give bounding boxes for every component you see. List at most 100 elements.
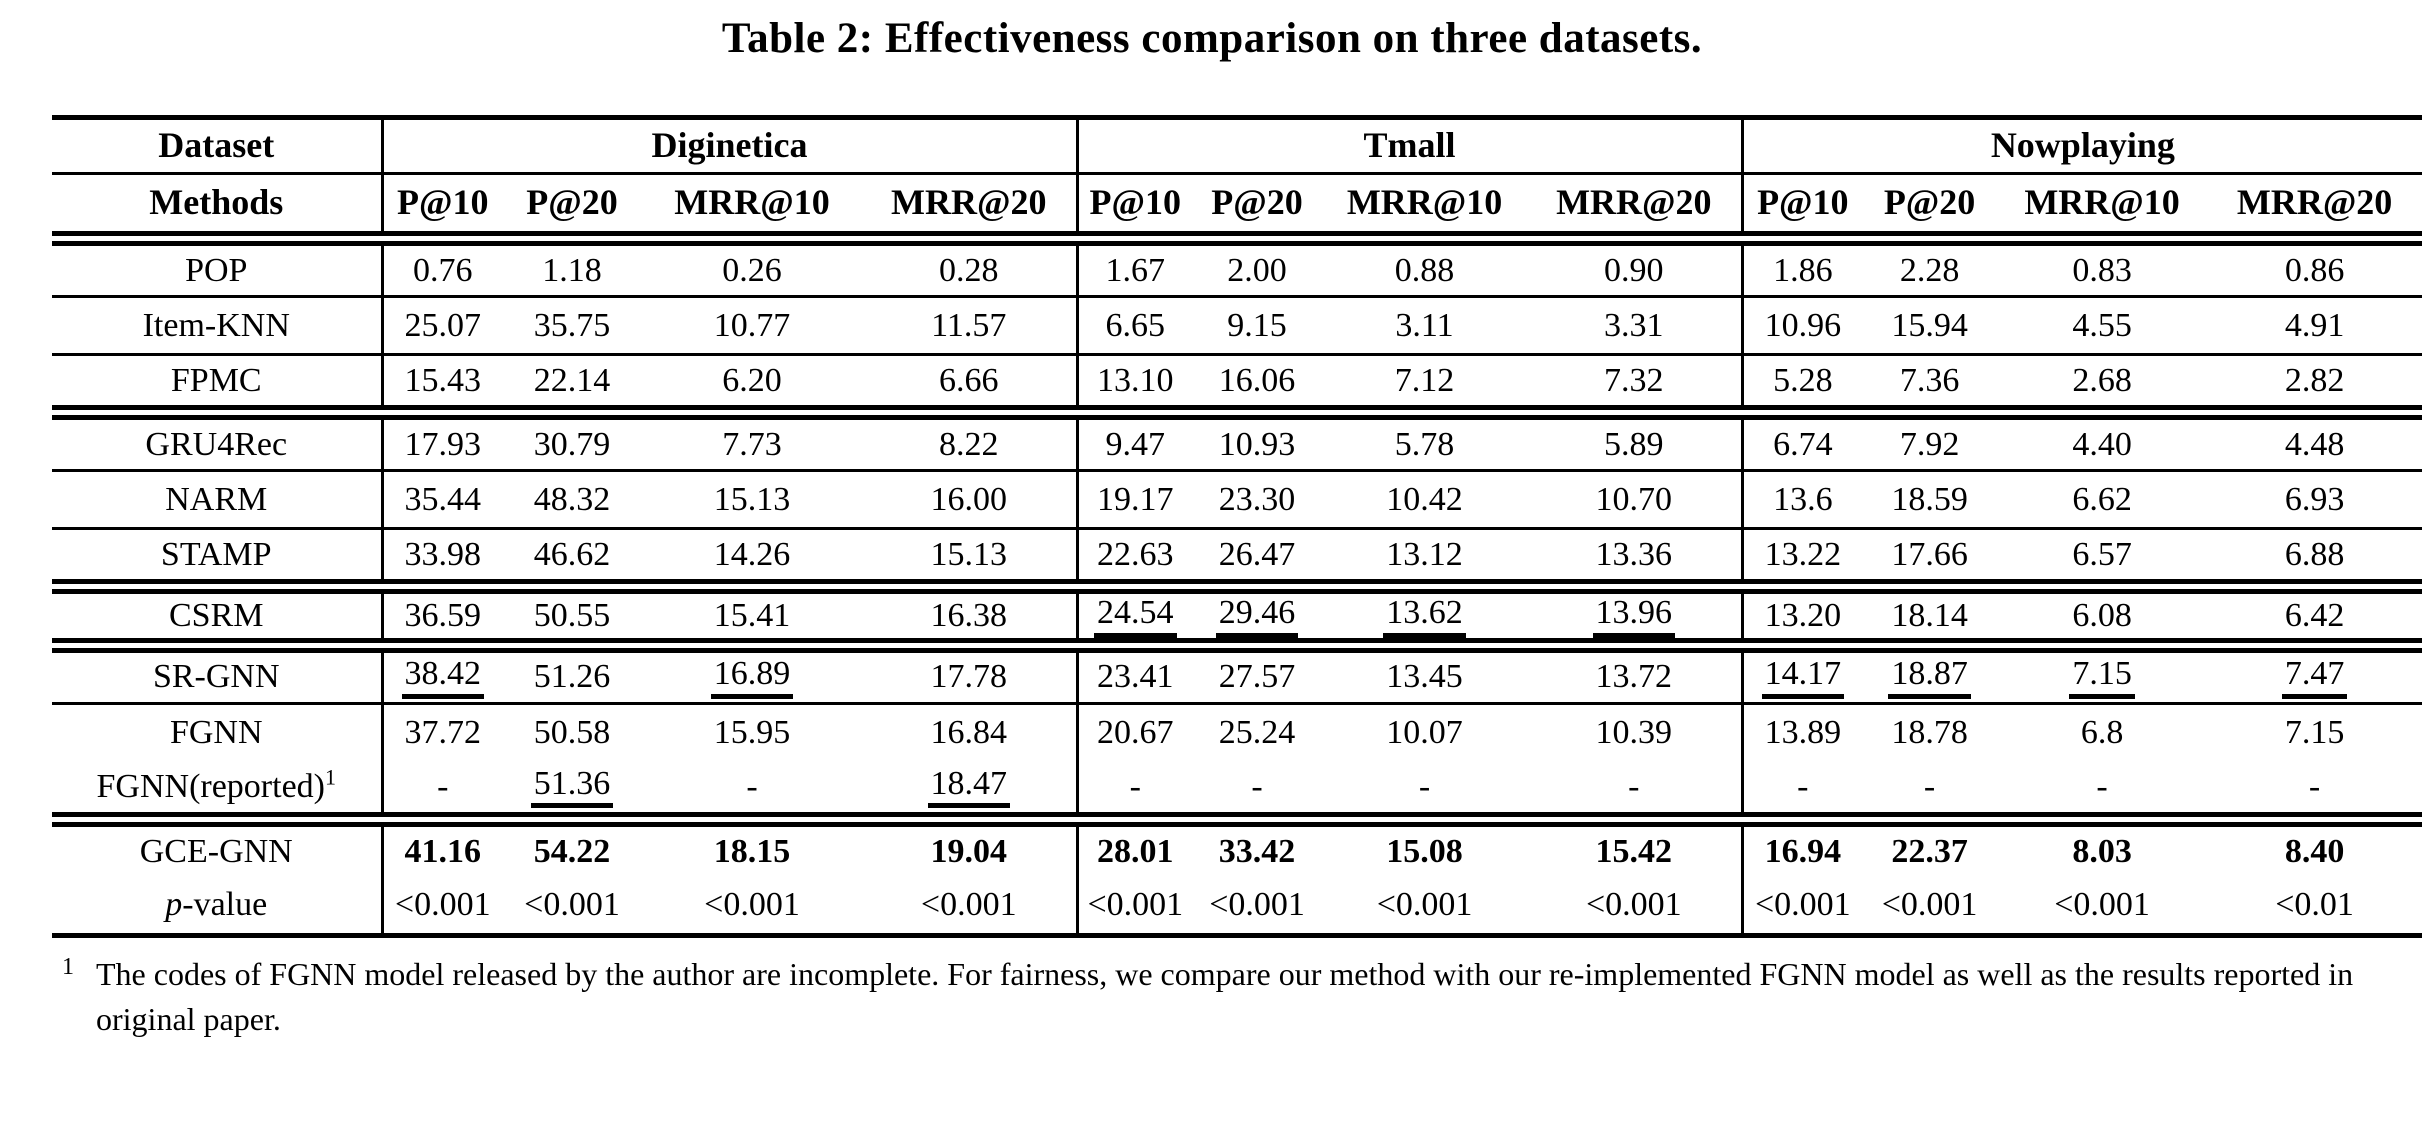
value-cell: 4.91 <box>2207 296 2423 356</box>
value-cell: 7.15 <box>1997 645 2208 705</box>
value-cell: 18.59 <box>1862 470 1998 530</box>
value-cell: 8.22 <box>862 412 1079 472</box>
value-cell: 37.72 <box>404 714 482 752</box>
value-cell: 17.93 <box>382 412 502 472</box>
value-cell: 33.42 <box>1218 833 1296 871</box>
value-cell: 5.89 <box>1527 412 1744 472</box>
method-label: FPMC <box>52 354 384 420</box>
metric-header: P@20 <box>502 173 642 246</box>
value-cell: 7.15 <box>2284 714 2345 752</box>
value-cell: 6.57 <box>1997 528 2208 594</box>
value-cell: 6.88 <box>2207 528 2423 594</box>
value-cell: - <box>1742 761 1863 827</box>
value-cell: 6.20 <box>642 354 862 420</box>
value-cell: 10.07 <box>1386 714 1463 752</box>
table-row: GCE-GNN 41.16 54.22 18.15 19.04 28.01 33.42 15.… <box>52 819 2422 878</box>
value-cell: 14.17 <box>1742 645 1863 705</box>
value-cell: 19.17 <box>1077 470 1193 530</box>
table-row: FGNN 37.72 50.58 15.95 16.84 20.67 25.24 10.07 1… <box>52 703 2422 762</box>
corner-dataset-label: Dataset <box>52 115 384 175</box>
value-cell: 28.01 <box>1097 833 1174 871</box>
value-cell: 13.96 <box>1527 586 1744 653</box>
value-cell: - <box>1997 761 2208 827</box>
value-cell: 46.62 <box>502 528 642 594</box>
table-row: FGNN(reported)1-51.36-18.47- - - - - - - - <box>52 761 2423 827</box>
value-cell: 50.58 <box>533 714 611 752</box>
value-cell: 6.66 <box>862 354 1079 420</box>
method-label: SR-GNN <box>52 645 384 705</box>
value-cell: 51.26 <box>502 645 642 705</box>
value-cell: 13.22 <box>1742 528 1863 594</box>
method-label: FGNN <box>52 703 384 762</box>
value-cell: 6.65 <box>1077 296 1193 356</box>
value-cell: 6.62 <box>1997 470 2208 530</box>
value-cell: 25.24 <box>1218 714 1296 752</box>
value-cell: <0.001 <box>1527 877 1744 938</box>
value-cell: 16.89 <box>642 645 862 705</box>
value-cell: 7.36 <box>1862 354 1998 420</box>
value-cell: 16.06 <box>1192 354 1323 420</box>
value-cell: 0.90 <box>1527 238 1744 298</box>
table-row: STAMP 33.98 46.62 14.26 15.13 22.63 26.47 13.12… <box>52 528 2423 594</box>
value-cell: 16.84 <box>862 703 1079 762</box>
value-cell: <0.001 <box>1862 877 1998 938</box>
value-cell: 33.98 <box>382 528 502 594</box>
metric-header: P@10 <box>1742 173 1863 246</box>
value-cell: 4.55 <box>1997 296 2208 356</box>
value-cell: - <box>1862 761 1998 827</box>
method-label: CSRM <box>52 586 384 653</box>
value-cell: 13.6 <box>1742 470 1863 530</box>
metric-header: MRR@10 <box>1322 173 1528 246</box>
value-cell: <0.001 <box>382 877 502 938</box>
corner-methods-label: Methods <box>52 173 384 246</box>
value-cell: 17.78 <box>862 645 1079 705</box>
value-cell: <0.001 <box>1077 877 1193 938</box>
value-cell: 6.42 <box>2207 586 2423 653</box>
value-cell: 10.77 <box>642 296 862 356</box>
value-cell: 11.57 <box>862 296 1079 356</box>
value-cell: 27.57 <box>1192 645 1323 705</box>
value-cell: 8.40 <box>2284 833 2345 871</box>
value-cell: 15.43 <box>382 354 502 420</box>
value-cell: 2.00 <box>1192 238 1323 298</box>
value-cell: 4.48 <box>2207 412 2423 472</box>
value-cell: <0.001 <box>862 877 1079 938</box>
method-label: p-value <box>52 877 384 938</box>
value-cell: 15.42 <box>1527 819 1744 878</box>
value-cell: 22.63 <box>1077 528 1193 594</box>
value-cell: 13.10 <box>1077 354 1193 420</box>
value-cell: 17.66 <box>1862 528 1998 594</box>
value-cell: 9.47 <box>1077 412 1193 472</box>
value-cell: 14.26 <box>642 528 862 594</box>
table-row: GRU4Rec 17.93 30.79 7.73 8.22 9.47 10.93 5.78 5.… <box>52 412 2423 472</box>
footnote-text: The codes of FGNN model released by the … <box>96 955 2354 1038</box>
table-footnote: 1 The codes of FGNN model released by th… <box>62 952 2392 1043</box>
value-cell: 0.83 <box>1997 238 2208 298</box>
metric-header: MRR@10 <box>1997 173 2208 246</box>
table-row: p-value <0.001 <0.001 <0.001 <0.001 <0.001 <0.… <box>52 877 2423 938</box>
value-cell: 6.93 <box>2207 470 2423 530</box>
value-cell: <0.001 <box>1742 877 1863 938</box>
value-cell: 13.36 <box>1527 528 1744 594</box>
value-cell: 7.47 <box>2207 645 2423 705</box>
value-cell: 20.67 <box>1097 714 1174 752</box>
table-caption: Table 2: Effectiveness comparison on thr… <box>721 15 1703 62</box>
value-cell: - <box>1322 761 1528 827</box>
metric-header: P@10 <box>1077 173 1193 246</box>
value-cell: <0.001 <box>1322 877 1528 938</box>
value-cell: 24.54 <box>1077 586 1193 653</box>
table-row: CSRM 36.59 50.55 15.41 16.38 24.54 29.46 13.62 1… <box>52 586 2423 653</box>
metric-header: MRR@10 <box>642 173 862 246</box>
value-cell: 25.07 <box>382 296 502 356</box>
method-label: FGNN(reported)1 <box>52 761 384 827</box>
metric-header: P@10 <box>382 173 502 246</box>
value-cell: 7.12 <box>1322 354 1528 420</box>
value-cell: 18.15 <box>713 833 791 871</box>
value-cell: 41.16 <box>404 833 482 871</box>
value-cell: <0.001 <box>642 877 862 938</box>
value-cell: 7.32 <box>1527 354 1744 420</box>
table-row: POP 0.76 1.18 0.26 0.28 1.67 2.00 0.88 0.90 1.86 2… <box>52 238 2423 298</box>
value-cell: 26.47 <box>1192 528 1323 594</box>
table-row: Item-KNN 25.07 35.75 10.77 11.57 6.65 9.15 3.11… <box>52 296 2423 356</box>
value-cell: 3.31 <box>1527 296 1744 356</box>
